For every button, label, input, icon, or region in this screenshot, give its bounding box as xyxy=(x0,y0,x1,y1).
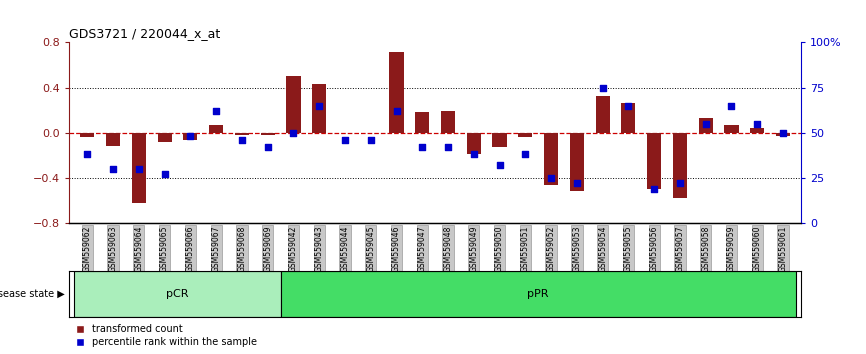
Point xyxy=(467,152,481,157)
Bar xyxy=(467,133,481,154)
Point xyxy=(390,108,404,114)
Point xyxy=(750,121,764,127)
Bar xyxy=(390,51,404,133)
Point xyxy=(570,181,584,186)
Bar xyxy=(81,133,94,137)
Bar xyxy=(518,133,533,137)
Text: disease state ▶: disease state ▶ xyxy=(0,289,65,299)
Bar xyxy=(570,133,584,192)
Point xyxy=(699,121,713,127)
Point xyxy=(416,144,430,150)
Point xyxy=(544,175,558,181)
Bar xyxy=(158,133,171,142)
Bar xyxy=(235,133,249,135)
Bar xyxy=(647,133,662,189)
Point xyxy=(364,137,378,143)
Point xyxy=(596,85,610,91)
Text: pCR: pCR xyxy=(166,289,189,299)
Point xyxy=(776,130,790,136)
Bar xyxy=(750,128,765,133)
Point xyxy=(647,186,661,192)
Bar xyxy=(261,133,275,135)
Bar xyxy=(132,133,146,203)
Point xyxy=(287,130,301,136)
Point xyxy=(493,162,507,168)
Bar xyxy=(776,133,790,136)
Point xyxy=(313,103,326,108)
Bar xyxy=(724,125,739,133)
Point xyxy=(107,166,120,172)
Point xyxy=(338,137,352,143)
Point xyxy=(81,152,94,157)
Point xyxy=(622,103,636,108)
Bar xyxy=(281,271,796,317)
Point xyxy=(673,181,687,186)
Text: GDS3721 / 220044_x_at: GDS3721 / 220044_x_at xyxy=(69,27,221,40)
Point xyxy=(132,166,145,172)
Point xyxy=(235,137,249,143)
Point xyxy=(158,171,171,177)
Point xyxy=(519,152,533,157)
Legend: transformed count, percentile rank within the sample: transformed count, percentile rank withi… xyxy=(74,322,259,349)
Bar xyxy=(544,133,559,185)
Point xyxy=(725,103,739,108)
Bar xyxy=(441,111,456,133)
Point xyxy=(210,108,223,114)
Point xyxy=(261,144,275,150)
Point xyxy=(184,133,197,139)
Bar xyxy=(312,84,326,133)
Bar xyxy=(493,133,507,147)
Bar xyxy=(415,113,430,133)
Point xyxy=(441,144,455,150)
Bar xyxy=(209,125,223,133)
Bar xyxy=(596,96,610,133)
Bar xyxy=(74,271,281,317)
Text: pPR: pPR xyxy=(527,289,549,299)
Bar xyxy=(184,133,197,139)
Bar xyxy=(621,103,636,133)
Bar xyxy=(699,118,713,133)
Bar xyxy=(287,76,301,133)
Bar xyxy=(673,133,687,198)
Bar xyxy=(106,133,120,146)
